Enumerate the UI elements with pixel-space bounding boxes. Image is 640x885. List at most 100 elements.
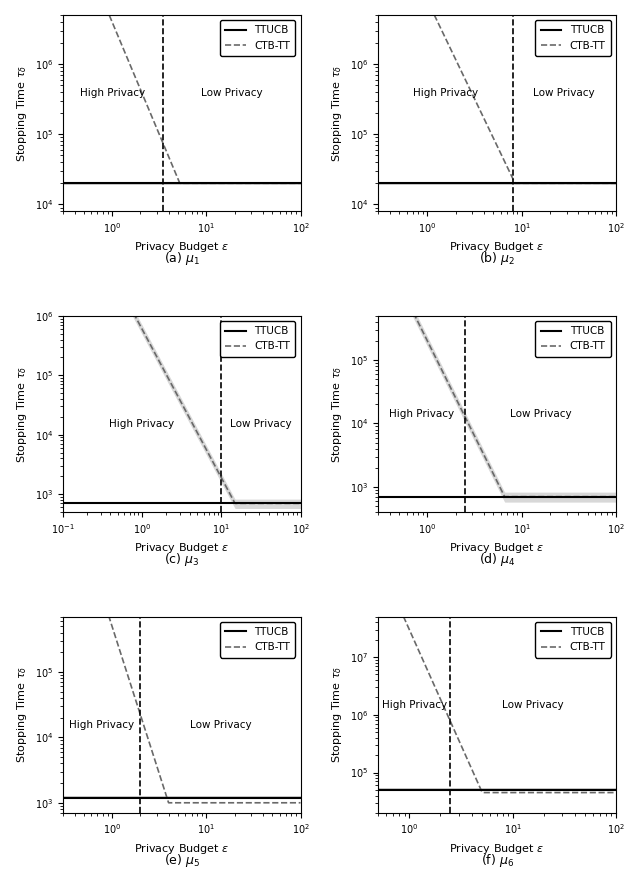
CTB-TT xyxy=(489,788,497,798)
TTUCB xyxy=(374,785,382,796)
CTB-TT xyxy=(172,797,180,808)
Text: High Privacy: High Privacy xyxy=(81,88,146,98)
CTB-TT xyxy=(489,131,497,142)
X-axis label: Privacy Budget $\varepsilon$: Privacy Budget $\varepsilon$ xyxy=(134,241,229,254)
CTB-TT xyxy=(188,178,196,189)
CTB-TT xyxy=(607,178,614,189)
Legend: TTUCB, CTB-TT: TTUCB, CTB-TT xyxy=(535,321,611,357)
Text: (a) $\mu_1$: (a) $\mu_1$ xyxy=(164,250,200,267)
Text: (c) $\mu_3$: (c) $\mu_3$ xyxy=(164,551,200,568)
Text: Low Privacy: Low Privacy xyxy=(230,419,292,428)
CTB-TT xyxy=(504,491,511,502)
Line: CTB-TT: CTB-TT xyxy=(378,0,616,183)
TTUCB xyxy=(188,178,195,189)
TTUCB xyxy=(59,178,67,189)
CTB-TT xyxy=(254,178,262,189)
TTUCB xyxy=(59,792,67,803)
CTB-TT xyxy=(172,168,180,179)
CTB-TT xyxy=(487,128,495,139)
CTB-TT xyxy=(570,788,577,798)
CTB-TT xyxy=(188,797,196,808)
CTB-TT xyxy=(479,788,486,798)
CTB-TT xyxy=(516,178,524,189)
CTB-TT xyxy=(297,797,305,808)
CTB-TT xyxy=(291,797,299,808)
Text: (b) $\mu_2$: (b) $\mu_2$ xyxy=(479,250,515,267)
Text: Low Privacy: Low Privacy xyxy=(189,720,252,729)
Y-axis label: Stopping Time $\tau_\delta$: Stopping Time $\tau_\delta$ xyxy=(15,65,29,162)
X-axis label: Privacy Budget $\varepsilon$: Privacy Budget $\varepsilon$ xyxy=(134,842,229,856)
TTUCB xyxy=(172,178,180,189)
TTUCB xyxy=(200,498,208,509)
TTUCB xyxy=(569,178,577,189)
TTUCB xyxy=(173,178,181,189)
TTUCB xyxy=(489,491,497,502)
CTB-TT xyxy=(232,498,239,509)
TTUCB xyxy=(607,491,614,502)
TTUCB xyxy=(487,785,495,796)
TTUCB xyxy=(297,178,305,189)
CTB-TT xyxy=(570,178,577,189)
Y-axis label: Stopping Time $\tau_\delta$: Stopping Time $\tau_\delta$ xyxy=(15,666,29,764)
TTUCB xyxy=(297,792,305,803)
Text: Low Privacy: Low Privacy xyxy=(509,409,572,419)
Legend: TTUCB, CTB-TT: TTUCB, CTB-TT xyxy=(220,622,295,658)
TTUCB xyxy=(503,491,511,502)
TTUCB xyxy=(569,785,577,796)
TTUCB xyxy=(291,792,299,803)
Line: CTB-TT: CTB-TT xyxy=(63,473,301,803)
TTUCB xyxy=(489,785,497,796)
TTUCB xyxy=(489,178,497,189)
CTB-TT xyxy=(612,491,620,502)
CTB-TT xyxy=(488,788,495,798)
Line: CTB-TT: CTB-TT xyxy=(63,0,301,183)
Y-axis label: Stopping Time $\tau_\delta$: Stopping Time $\tau_\delta$ xyxy=(330,366,344,463)
Legend: TTUCB, CTB-TT: TTUCB, CTB-TT xyxy=(220,321,295,357)
Text: High Privacy: High Privacy xyxy=(69,720,134,729)
CTB-TT xyxy=(291,498,299,509)
CTB-TT xyxy=(489,467,497,478)
TTUCB xyxy=(612,785,620,796)
CTB-TT xyxy=(487,464,495,474)
Text: Low Privacy: Low Privacy xyxy=(534,88,595,98)
Legend: TTUCB, CTB-TT: TTUCB, CTB-TT xyxy=(535,20,611,56)
Y-axis label: Stopping Time $\tau_\delta$: Stopping Time $\tau_\delta$ xyxy=(330,666,344,764)
TTUCB xyxy=(59,498,67,509)
TTUCB xyxy=(487,178,495,189)
TTUCB xyxy=(503,785,511,796)
TTUCB xyxy=(291,178,299,189)
CTB-TT xyxy=(297,178,305,189)
TTUCB xyxy=(173,792,181,803)
CTB-TT xyxy=(511,178,519,189)
CTB-TT xyxy=(59,175,67,186)
Text: High Privacy: High Privacy xyxy=(389,409,454,419)
Line: CTB-TT: CTB-TT xyxy=(378,242,616,496)
Y-axis label: Stopping Time $\tau_\delta$: Stopping Time $\tau_\delta$ xyxy=(15,366,29,463)
CTB-TT xyxy=(504,788,511,798)
Text: (d) $\mu_4$: (d) $\mu_4$ xyxy=(479,551,515,568)
CTB-TT xyxy=(173,172,181,182)
Text: High Privacy: High Privacy xyxy=(109,419,175,428)
TTUCB xyxy=(200,178,208,189)
Text: (e) $\mu_5$: (e) $\mu_5$ xyxy=(164,852,200,869)
CTB-TT xyxy=(291,178,299,189)
X-axis label: Privacy Budget $\varepsilon$: Privacy Budget $\varepsilon$ xyxy=(449,842,545,856)
TTUCB xyxy=(516,785,524,796)
TTUCB xyxy=(188,792,195,803)
TTUCB xyxy=(374,178,382,189)
CTB-TT xyxy=(501,491,509,502)
TTUCB xyxy=(612,178,620,189)
CTB-TT xyxy=(176,178,184,189)
TTUCB xyxy=(607,785,614,796)
CTB-TT xyxy=(503,161,511,172)
Line: CTB-TT: CTB-TT xyxy=(378,560,616,793)
TTUCB xyxy=(173,498,181,509)
TTUCB xyxy=(612,491,620,502)
TTUCB xyxy=(516,178,524,189)
Text: High Privacy: High Privacy xyxy=(381,700,447,710)
Text: Low Privacy: Low Privacy xyxy=(502,700,564,710)
TTUCB xyxy=(254,792,262,803)
TTUCB xyxy=(374,491,382,502)
Text: (f) $\mu_6$: (f) $\mu_6$ xyxy=(481,852,514,869)
CTB-TT xyxy=(570,491,577,502)
